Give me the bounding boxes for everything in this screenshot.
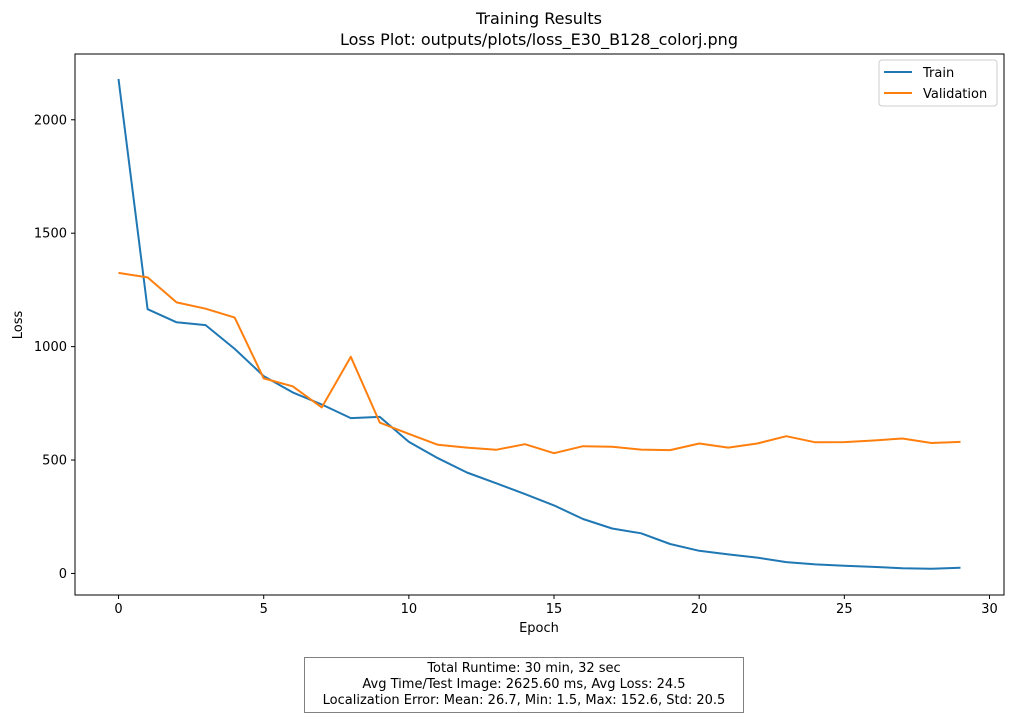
stats-box: Total Runtime: 30 min, 32 sec Avg Time/T… (304, 657, 744, 713)
y-axis-label: Loss (11, 311, 26, 340)
y-tick-label: 2000 (34, 113, 67, 128)
y-tick-label: 500 (42, 454, 67, 469)
plot-area (74, 53, 1005, 596)
stats-localization-error: Localization Error: Mean: 26.7, Min: 1.5… (322, 693, 726, 708)
legend-label-validation: Validation (923, 87, 987, 102)
loss-chart: Training Results Loss Plot: outputs/plot… (11, 9, 1005, 636)
x-tick-label: 30 (981, 602, 998, 617)
stats-runtime: Total Runtime: 30 min, 32 sec (427, 661, 621, 676)
x-tick-label: 20 (691, 602, 708, 617)
chart-subtitle: Loss Plot: outputs/plots/loss_E30_B128_c… (340, 30, 738, 50)
legend-label-train: Train (922, 66, 954, 81)
y-tick-label: 0 (59, 567, 67, 582)
y-tick-label: 1000 (34, 340, 67, 355)
x-axis-label: Epoch (519, 621, 559, 636)
y-axis: 0 500 1000 1500 2000 (34, 113, 75, 582)
series-lines (117, 78, 961, 570)
series-line-validation (118, 271, 961, 455)
y-tick-label: 1500 (34, 227, 67, 242)
stats-avg-time: Avg Time/Test Image: 2625.60 ms, Avg Los… (362, 677, 686, 692)
chart-title: Training Results (475, 9, 602, 28)
x-tick-label: 10 (401, 602, 418, 617)
series-line-train (117, 78, 961, 570)
x-tick-label: 0 (114, 602, 122, 617)
x-tick-label: 5 (260, 602, 268, 617)
x-axis: 0 5 10 15 20 25 30 (114, 595, 998, 617)
x-tick-label: 25 (836, 602, 853, 617)
x-tick-label: 15 (546, 602, 563, 617)
legend: Train Validation (878, 59, 998, 107)
